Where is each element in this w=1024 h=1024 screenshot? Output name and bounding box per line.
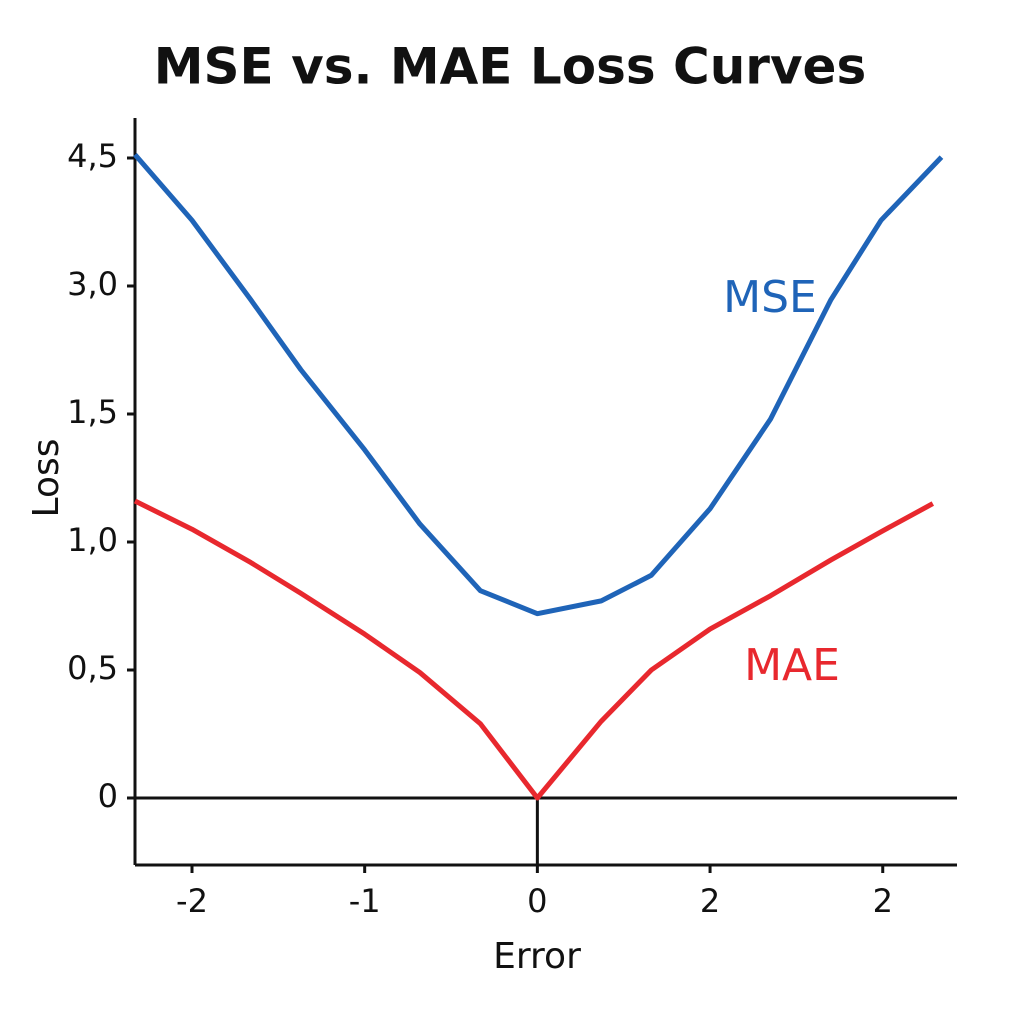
- y-tick-label: 3,0: [67, 265, 118, 303]
- x-tick-label: 0: [527, 882, 547, 920]
- y-tick-label: 1,0: [67, 521, 118, 559]
- y-axis-label: Loss: [26, 439, 67, 518]
- series-label: MAE: [744, 640, 840, 691]
- chart-title: MSE vs. MAE Loss Curves: [154, 38, 866, 96]
- y-tick-label: 0: [98, 777, 118, 815]
- x-axis-label: Error: [493, 936, 581, 977]
- x-tick-label: 2: [700, 882, 720, 920]
- y-tick-label: 1,5: [67, 393, 118, 431]
- x-tick-label: 2: [873, 882, 893, 920]
- x-tick-label: -1: [349, 882, 381, 920]
- y-tick-label: 0,5: [67, 649, 118, 687]
- loss-curve: [133, 152, 944, 617]
- series-label: MSE: [723, 272, 817, 323]
- x-tick-label: -2: [176, 882, 208, 920]
- y-tick-label: 4,5: [67, 137, 118, 175]
- loss-curve: [133, 498, 935, 801]
